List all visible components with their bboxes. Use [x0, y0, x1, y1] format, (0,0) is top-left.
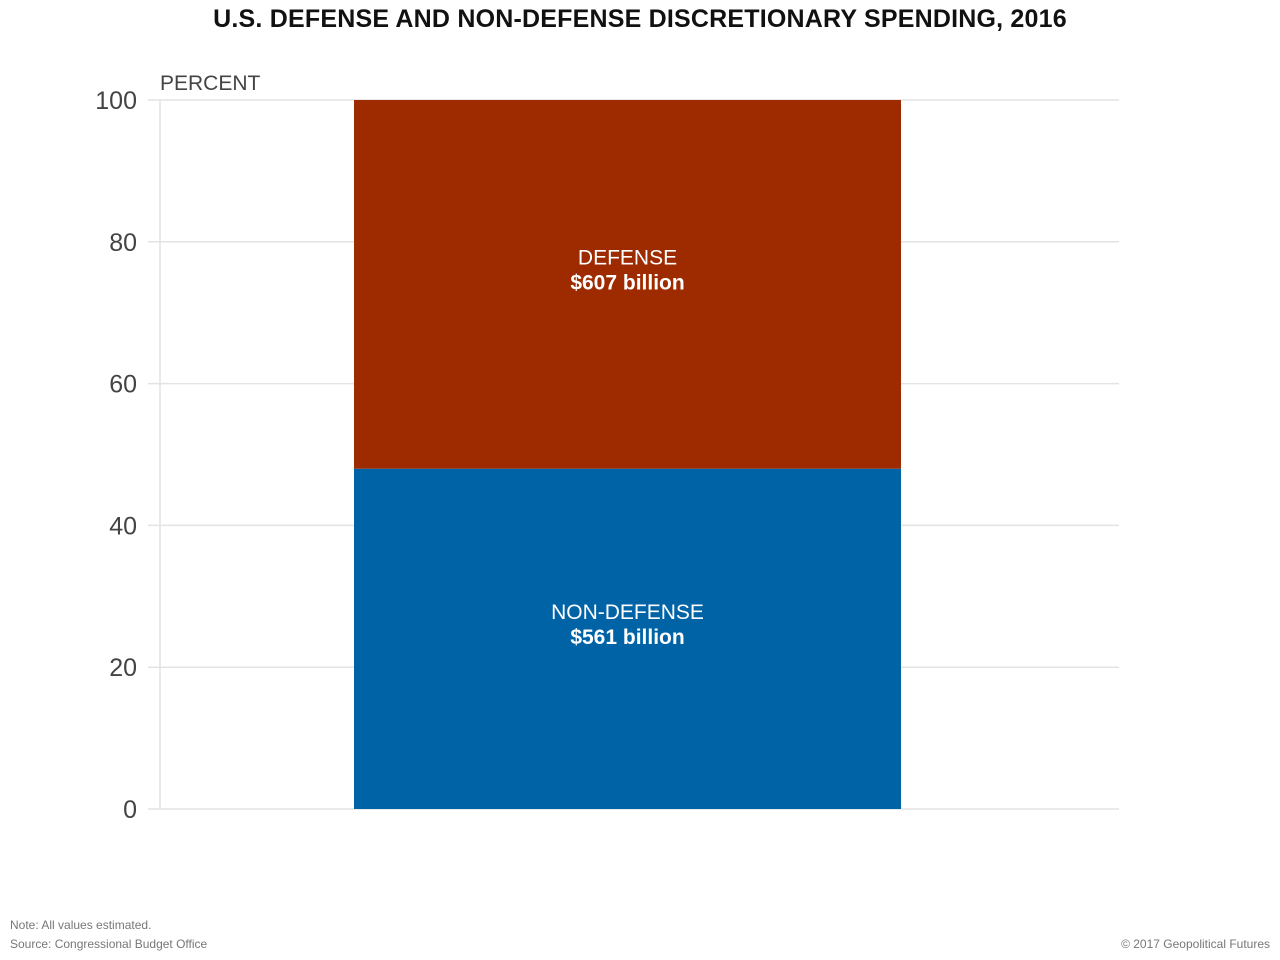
footer-note: Note: All values estimated. — [10, 918, 152, 932]
y-tick-label: 20 — [109, 654, 137, 682]
segment-value-label: $561 billion — [570, 626, 684, 649]
y-axis-label: PERCENT — [160, 72, 261, 95]
y-tick-label: 100 — [95, 87, 137, 115]
bar-segment-non-defense — [354, 468, 901, 809]
y-tick-label: 80 — [109, 229, 137, 257]
bar-segment-defense — [354, 100, 901, 469]
stacked-bar-chart: 0 20 40 60 80 100 PERCENT NON-DEFENSE$561 billi… — [95, 72, 1119, 824]
y-tick-label: 40 — [109, 512, 137, 540]
segment-label: NON-DEFENSE — [551, 601, 704, 624]
segment-label: DEFENSE — [578, 246, 677, 269]
chart-title: U.S. DEFENSE AND NON-DEFENSE DISCRETIONA… — [213, 5, 1067, 33]
footer-source: Source: Congressional Budget Office — [10, 937, 208, 951]
segment-value-label: $607 billion — [570, 271, 684, 294]
footer-copyright: © 2017 Geopolitical Futures — [1121, 937, 1270, 951]
y-tick-label: 0 — [123, 796, 137, 824]
y-tick-label: 60 — [109, 371, 137, 399]
